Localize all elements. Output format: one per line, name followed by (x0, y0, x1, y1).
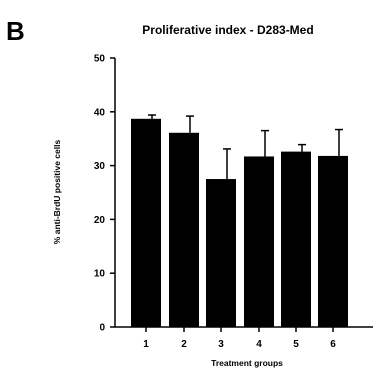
y-tick-label: 50 (94, 54, 106, 65)
x-axis-label: Treatment groups (211, 358, 283, 368)
bar-5 (281, 151, 311, 327)
x-tick-label: 4 (256, 339, 262, 350)
bar-1 (131, 118, 161, 327)
y-tick-label: 10 (94, 269, 106, 280)
x-tick-label: 6 (330, 339, 336, 350)
x-tick-label: 1 (143, 339, 149, 350)
bars (131, 118, 348, 327)
x-tick-label: 2 (181, 339, 187, 350)
y-axis-ticks: 0 10 20 30 40 50 (94, 54, 115, 334)
y-tick-label: 0 (99, 323, 105, 334)
x-axis-ticks: 1 2 3 4 5 6 (143, 327, 336, 350)
bar-2 (169, 132, 199, 327)
y-tick-label: 30 (94, 161, 106, 172)
bar-6 (318, 155, 348, 327)
bar-3 (206, 179, 236, 327)
panel-label: B (6, 16, 25, 46)
x-tick-label: 5 (293, 339, 299, 350)
y-tick-label: 40 (94, 107, 106, 118)
chart-title: Proliferative index - D283-Med (142, 23, 313, 37)
error-bars (148, 114, 343, 180)
y-tick-label: 20 (94, 215, 106, 226)
x-tick-label: 3 (218, 339, 224, 350)
y-axis-label: % anti-BrdU positive cells (52, 140, 62, 245)
bar-4 (244, 156, 274, 327)
